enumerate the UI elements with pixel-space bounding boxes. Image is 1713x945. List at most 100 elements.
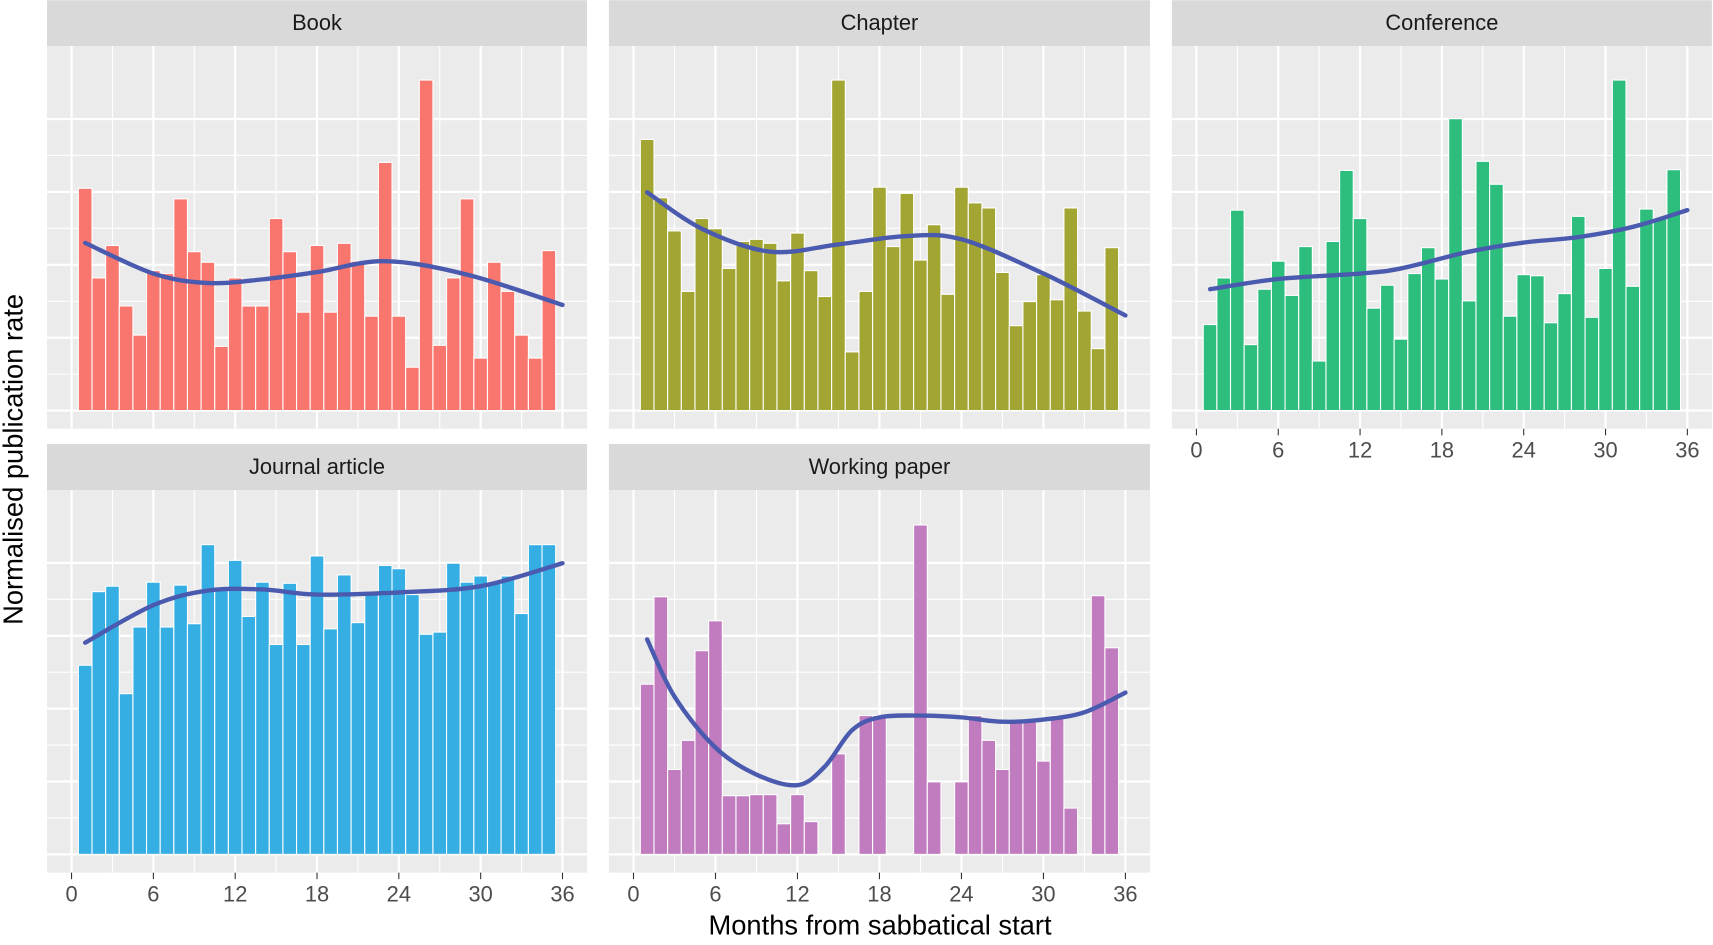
bar xyxy=(1036,274,1051,412)
bar xyxy=(694,217,710,412)
bar xyxy=(1570,215,1586,412)
bar xyxy=(405,366,420,412)
bar xyxy=(1461,300,1477,412)
bar xyxy=(858,290,874,412)
bar xyxy=(967,202,983,412)
strip xyxy=(47,444,588,490)
bar xyxy=(473,575,489,855)
bar xyxy=(762,794,778,855)
bar xyxy=(995,768,1010,855)
strip xyxy=(47,0,588,47)
bar xyxy=(118,305,134,412)
bar xyxy=(995,271,1010,412)
bar xyxy=(514,612,529,855)
bar xyxy=(639,683,655,855)
x-tick-label: 12 xyxy=(1348,438,1372,463)
bar xyxy=(1270,260,1286,412)
bar xyxy=(653,197,669,412)
x-tick-label: 18 xyxy=(305,881,329,906)
bar xyxy=(77,187,93,412)
y-axis-title: Normalised publication rate xyxy=(0,294,29,625)
bar xyxy=(282,582,298,855)
bar xyxy=(817,295,833,412)
bar xyxy=(132,334,148,412)
bar xyxy=(418,633,434,855)
bar xyxy=(1516,274,1532,412)
bar xyxy=(926,224,942,412)
bar xyxy=(926,781,942,855)
bar xyxy=(159,272,175,412)
bar xyxy=(872,715,887,855)
bar xyxy=(1489,183,1504,412)
strip xyxy=(608,0,1151,47)
bar xyxy=(708,620,723,855)
bar xyxy=(486,581,502,855)
bar xyxy=(735,795,751,855)
x-tick-label: 0 xyxy=(1190,438,1202,463)
x-tick-label: 36 xyxy=(1113,881,1137,906)
bar xyxy=(1584,316,1600,412)
bar xyxy=(432,631,448,855)
bar xyxy=(735,240,751,412)
bar xyxy=(790,794,805,855)
bar xyxy=(1049,715,1065,855)
trend-line xyxy=(83,240,565,308)
trend-line xyxy=(83,561,565,645)
bar xyxy=(364,315,379,412)
x-tick-label: 30 xyxy=(469,881,493,906)
bar xyxy=(309,555,325,855)
bar xyxy=(790,232,805,412)
bar xyxy=(268,217,284,412)
x-tick-label: 12 xyxy=(785,881,809,906)
bar xyxy=(913,259,928,412)
bar xyxy=(1543,322,1559,412)
bar xyxy=(1104,247,1120,412)
bar xyxy=(391,315,407,412)
strip xyxy=(608,444,1151,490)
bar xyxy=(1104,647,1120,855)
bar xyxy=(1393,338,1409,412)
bar xyxy=(459,581,475,855)
bar xyxy=(899,192,915,412)
bar xyxy=(350,260,366,412)
bar xyxy=(858,715,874,855)
bar xyxy=(527,544,543,855)
bar xyxy=(1434,278,1450,412)
bar xyxy=(500,575,516,855)
bar xyxy=(1325,240,1341,412)
bar xyxy=(803,821,819,855)
bar xyxy=(981,207,997,412)
x-tick-label: 30 xyxy=(1593,438,1617,463)
bar xyxy=(432,344,448,412)
bar xyxy=(885,246,901,412)
bar xyxy=(639,138,655,412)
bar xyxy=(118,693,134,855)
bar xyxy=(391,568,407,855)
bar xyxy=(1257,288,1272,412)
bar xyxy=(268,643,284,855)
x-tick-label: 6 xyxy=(1272,438,1284,463)
bar xyxy=(954,186,969,412)
panel-title: Journal article xyxy=(249,454,385,479)
bar xyxy=(241,615,257,855)
bar xyxy=(1284,294,1300,412)
bar xyxy=(1090,595,1106,855)
bar xyxy=(680,739,696,855)
x-tick-label: 24 xyxy=(949,881,973,906)
bar xyxy=(91,277,107,412)
bar xyxy=(173,584,189,855)
bar xyxy=(1598,267,1613,412)
panel-title: Chapter xyxy=(841,10,919,35)
bar xyxy=(1352,217,1368,412)
bar xyxy=(1420,247,1436,412)
x-tick-label: 0 xyxy=(627,881,639,906)
bar xyxy=(173,198,189,412)
bar xyxy=(514,334,529,412)
trend-line xyxy=(1207,207,1690,292)
bar xyxy=(146,270,161,412)
bar xyxy=(1090,348,1106,412)
bar xyxy=(377,564,393,855)
bar xyxy=(803,270,819,412)
bar xyxy=(1666,169,1682,412)
bar xyxy=(680,290,696,412)
